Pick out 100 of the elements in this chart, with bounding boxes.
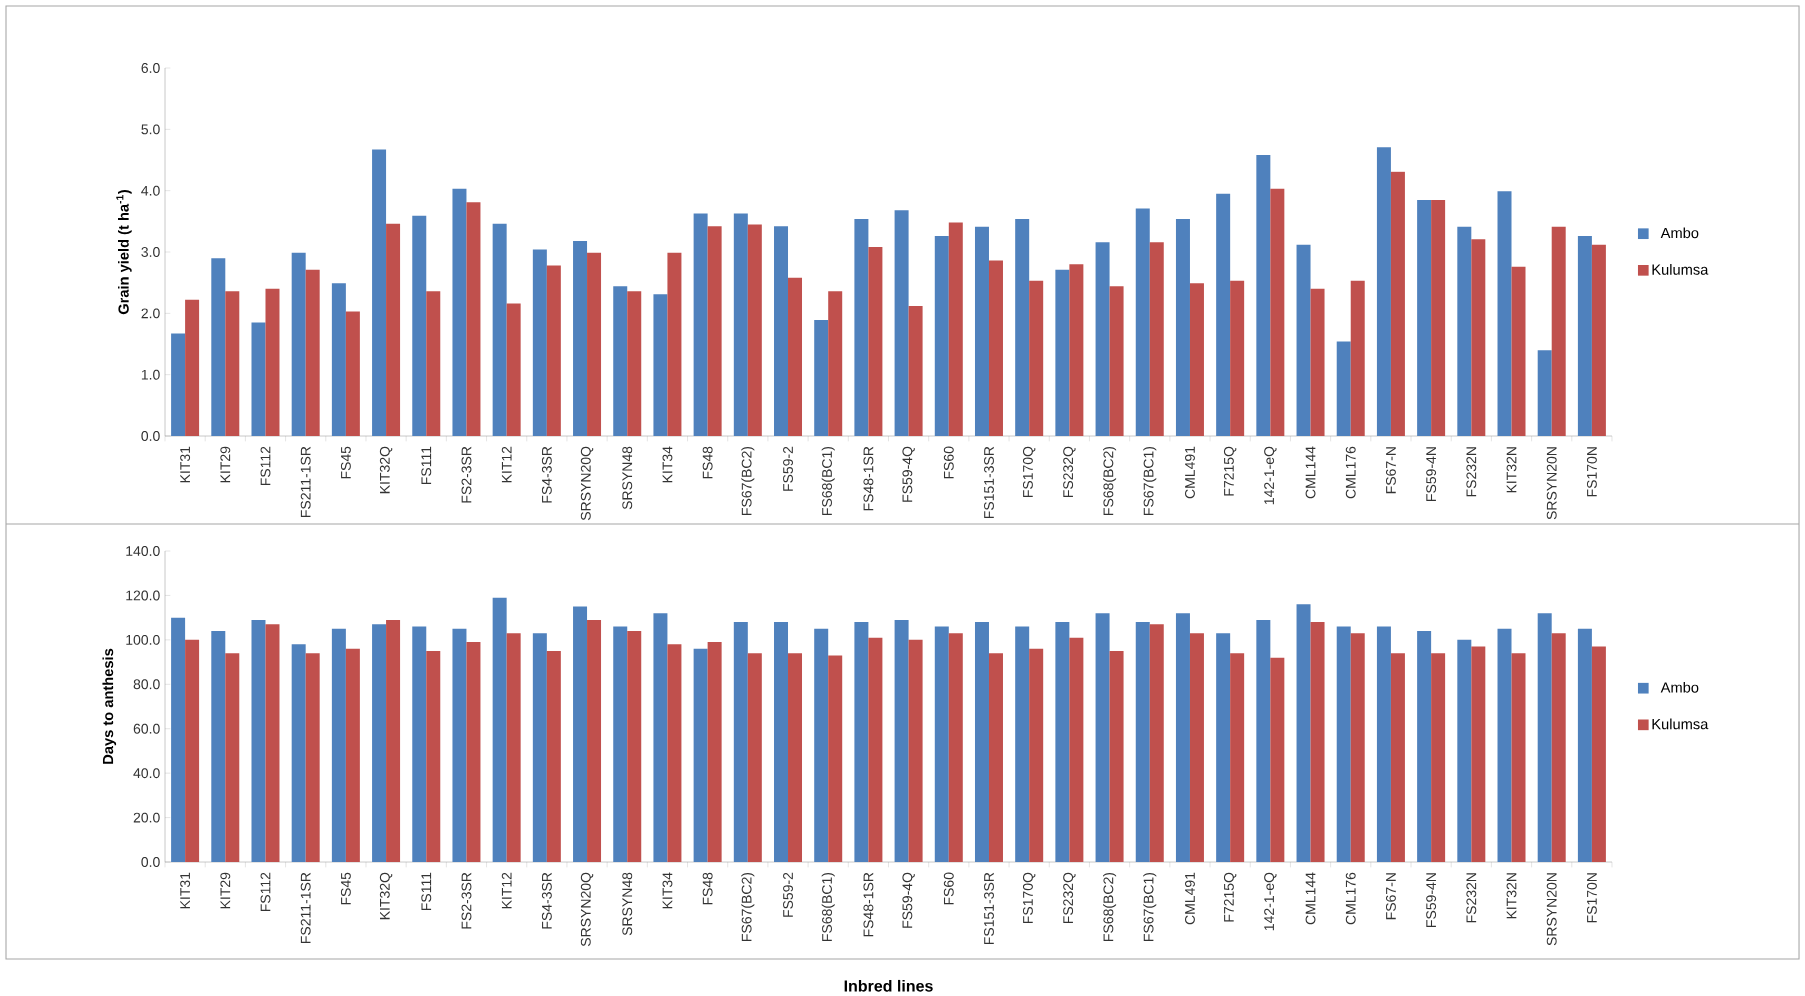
x-tick-label: FS2-3SR bbox=[461, 872, 472, 929]
x-tick-label: FS170Q bbox=[1022, 446, 1036, 497]
y-tick-label: 40.0 bbox=[133, 768, 160, 779]
y-tick-label: 1.0 bbox=[141, 369, 160, 380]
x-tick-label: FS170Q bbox=[1022, 872, 1036, 923]
x-tick-label: CML144 bbox=[1305, 872, 1316, 925]
bar bbox=[1095, 242, 1110, 436]
x-tick-label: FS211-1SR bbox=[300, 872, 311, 943]
bar bbox=[1230, 653, 1245, 862]
x-tick-label: FS232Q bbox=[1063, 872, 1076, 923]
bar bbox=[251, 619, 266, 862]
x-tick-label: FS45 bbox=[340, 446, 351, 479]
x-tick-label: FS48-1SR bbox=[863, 872, 874, 937]
bar bbox=[1015, 626, 1030, 862]
bar bbox=[693, 648, 708, 862]
bar bbox=[291, 644, 306, 862]
x-tick-label: FS111 bbox=[421, 872, 432, 911]
bar bbox=[788, 277, 803, 436]
bar bbox=[1457, 639, 1472, 862]
bar bbox=[211, 258, 226, 436]
x-tick-label: FS48 bbox=[702, 446, 713, 479]
x-tick-label: 142-1-eQ bbox=[1264, 872, 1277, 931]
x-tick-label: FS45 bbox=[340, 872, 351, 905]
bar bbox=[1135, 208, 1150, 436]
y-axis-title: Days to anthesis bbox=[102, 648, 117, 764]
bar bbox=[1296, 604, 1311, 862]
bar bbox=[265, 288, 280, 436]
bar bbox=[1055, 269, 1070, 436]
bar bbox=[506, 633, 521, 862]
bar bbox=[546, 650, 561, 862]
x-tick-label: FS68(BC2) bbox=[1103, 872, 1117, 941]
x-tick-label: FS59-4Q bbox=[902, 446, 915, 502]
bar bbox=[1109, 286, 1124, 436]
x-tick-label: FS4-3SR bbox=[541, 446, 552, 503]
bar bbox=[774, 226, 789, 436]
bar bbox=[1216, 633, 1231, 862]
y-tick-label: 0.0 bbox=[141, 857, 160, 867]
x-tick-label: FS59-2 bbox=[783, 872, 793, 917]
x-tick-label: FS112 bbox=[260, 446, 271, 486]
bar bbox=[733, 622, 748, 862]
x-tick-label: KIT34 bbox=[662, 872, 673, 909]
bar bbox=[707, 226, 722, 436]
x-tick-label: FS67-N bbox=[1385, 873, 1396, 920]
bar bbox=[506, 303, 521, 436]
bar bbox=[452, 628, 467, 862]
bar bbox=[1256, 155, 1271, 436]
bar bbox=[492, 223, 507, 436]
x-tick-label: FS48-1SR bbox=[863, 446, 874, 511]
bar bbox=[613, 286, 628, 436]
bar bbox=[587, 619, 602, 862]
bar bbox=[412, 626, 427, 862]
x-tick-label: 142-1-eQ bbox=[1264, 446, 1277, 505]
bar bbox=[1095, 613, 1110, 862]
bar bbox=[426, 291, 441, 436]
bar bbox=[466, 642, 481, 862]
bar bbox=[988, 260, 1003, 436]
x-tick-label: FS67(BC2) bbox=[741, 446, 755, 515]
bar bbox=[345, 648, 360, 862]
legend-label: Kulumsa bbox=[1652, 263, 1709, 275]
bar bbox=[1175, 218, 1190, 436]
bar bbox=[331, 283, 346, 436]
bar bbox=[265, 624, 280, 862]
bar bbox=[974, 226, 989, 436]
x-tick-label: FS151-3SR bbox=[984, 446, 994, 518]
bar bbox=[412, 215, 427, 436]
bar bbox=[345, 311, 360, 436]
bar bbox=[1431, 199, 1446, 436]
x-tick-label: FS4-3SR bbox=[541, 872, 552, 929]
x-tick-label: FS111 bbox=[421, 446, 432, 485]
bar bbox=[948, 633, 963, 862]
x-tick-label: FS151-3SR bbox=[984, 872, 994, 945]
bar bbox=[386, 619, 401, 862]
y-tick-label: 2.0 bbox=[141, 308, 160, 319]
bar bbox=[1069, 264, 1084, 436]
bar bbox=[948, 222, 963, 436]
x-tick-label: FS170N bbox=[1586, 447, 1597, 497]
y-tick-label: 0.0 bbox=[141, 431, 160, 441]
bar bbox=[546, 265, 561, 436]
bar bbox=[1497, 191, 1512, 436]
bar bbox=[291, 252, 306, 436]
bar bbox=[707, 642, 722, 862]
bar bbox=[1471, 646, 1486, 862]
bar bbox=[1591, 646, 1606, 862]
bar bbox=[774, 622, 789, 862]
x-tick-label: KIT34 bbox=[662, 446, 673, 483]
x-tick-label: SRSYN20Q bbox=[580, 872, 594, 947]
x-tick-label: FS59-4N bbox=[1426, 873, 1437, 927]
bar bbox=[305, 653, 320, 862]
bar bbox=[452, 188, 467, 436]
bar bbox=[1390, 653, 1405, 862]
x-tick-label: SRSYN48 bbox=[622, 446, 633, 510]
x-tick-label: CML176 bbox=[1345, 446, 1356, 499]
x-tick-label: F7215Q bbox=[1223, 446, 1237, 496]
x-tick-label: FS67(BC2) bbox=[741, 872, 755, 941]
x-tick-label: FS170N bbox=[1586, 873, 1597, 923]
bar bbox=[1376, 626, 1391, 862]
y-tick-label: 4.0 bbox=[141, 185, 160, 196]
x-tick-label: FS112 bbox=[260, 872, 271, 912]
x-tick-label: KIT31 bbox=[180, 872, 191, 909]
y-tick-label: 120.0 bbox=[126, 590, 160, 601]
